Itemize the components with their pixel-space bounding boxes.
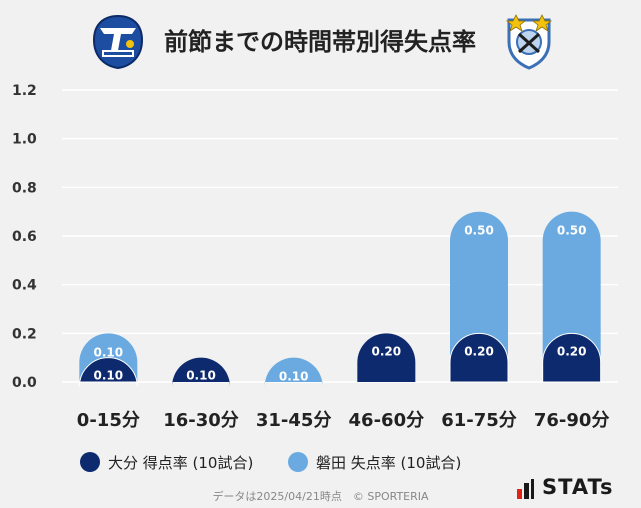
data-label-oita: 0.10: [94, 369, 124, 383]
data-label-iwata: 0.50: [464, 224, 494, 238]
y-tick-label: 1.2: [12, 83, 37, 99]
title-bar: 前節までの時間帯別得失点率: [0, 0, 641, 80]
y-tick-label: 0.0: [12, 375, 37, 391]
y-tick-label: 0.6: [12, 229, 37, 245]
chart: 0.00.20.40.60.81.01.2 0.100.100.10 0.100.…: [12, 83, 618, 431]
bar-oita: [449, 332, 509, 383]
y-tick-label: 1.0: [12, 132, 37, 148]
jubilo-iwata-crest-icon: [505, 14, 553, 70]
data-labels: 0.10 0.10 0.10 0.10 0.20 0.20 0.50 0.20 0.50: [94, 224, 587, 384]
data-label-oita: 0.10: [186, 369, 216, 383]
data-label-oita: 0.20: [464, 344, 494, 358]
footer-note: データは2025/04/21時点 © SPORTERIA: [212, 490, 429, 503]
x-tick-label: 76-90分: [534, 410, 610, 431]
x-tick-label: 0-15分: [77, 410, 140, 431]
bar-oita: [357, 333, 416, 382]
page-title: 前節までの時間帯別得失点率: [164, 28, 476, 56]
bar-iwata: [264, 357, 323, 387]
y-tick-label: 0.8: [12, 180, 37, 196]
y-tick-label: 0.4: [12, 278, 37, 294]
x-tick-label: 16-30分: [163, 410, 239, 431]
stats-wordmark: STATs: [542, 475, 614, 499]
y-tick-label: 0.2: [12, 326, 37, 342]
x-axis-tick-labels: 0-15分 16-30分 31-45分 46-60分 61-75分 76-90分: [77, 410, 610, 431]
legend-swatch-iwata: [288, 452, 308, 472]
x-tick-label: 61-75分: [441, 410, 517, 431]
data-label-iwata: 0.10: [94, 345, 124, 359]
bar-oita: [172, 357, 230, 387]
data-label-oita: 0.20: [557, 344, 587, 358]
legend-swatch-oita: [80, 452, 100, 472]
legend-label-oita: 大分 得点率 (10試合): [108, 454, 254, 472]
data-label-iwata: 0.10: [279, 370, 309, 384]
bar-oita: [78, 357, 138, 387]
legend-label-iwata: 磐田 失点率 (10試合): [316, 454, 462, 472]
stats-bars-icon: [517, 479, 534, 499]
gridlines: [62, 89, 618, 383]
bars: [78, 211, 602, 387]
bar-oita: [542, 332, 602, 383]
y-axis-tick-labels: 0.0 0.2 0.4 0.6 0.8 1.0 1.2: [12, 83, 37, 391]
oita-trinita-crest-icon: [92, 14, 144, 70]
data-label-oita: 0.20: [372, 344, 402, 358]
x-tick-label: 31-45分: [256, 410, 332, 431]
data-label-iwata: 0.50: [557, 224, 587, 238]
x-tick-label: 46-60分: [349, 410, 425, 431]
